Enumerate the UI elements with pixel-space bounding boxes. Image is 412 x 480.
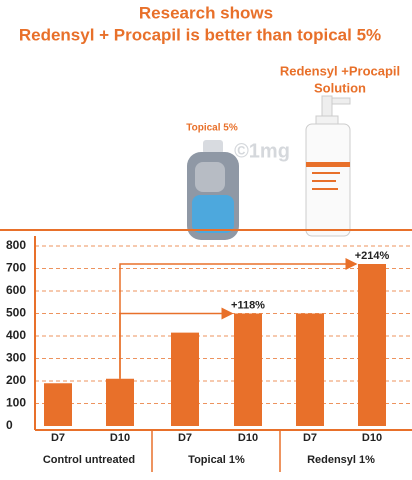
- group-label: Control untreated: [43, 454, 135, 466]
- x-tick-label: D10: [110, 432, 130, 444]
- watermark: ©1mg: [234, 140, 290, 162]
- product-label: Topical 5%: [186, 123, 238, 134]
- bar: [358, 264, 386, 426]
- bar: [44, 383, 72, 426]
- x-tick-label: D7: [303, 432, 317, 444]
- x-tick-label: D10: [238, 432, 258, 444]
- y-tick-label: 700: [6, 261, 26, 275]
- x-tick-label: D7: [178, 432, 192, 444]
- product-label: Solution: [314, 80, 366, 95]
- topical-bottle: [187, 140, 239, 240]
- redensyl-bottle: [305, 95, 351, 237]
- product-label: Redensyl +Procapil: [280, 63, 400, 78]
- chart-title: Research shows: [139, 3, 273, 22]
- y-tick-label: 400: [6, 328, 26, 342]
- y-tick-label: 800: [6, 238, 26, 252]
- chart-title: Redensyl + Procapil is better than topic…: [19, 25, 381, 44]
- y-tick-label: 0: [6, 418, 13, 432]
- group-label: Topical 1%: [188, 454, 245, 466]
- y-tick-label: 500: [6, 306, 26, 320]
- group-label: Redensyl 1%: [307, 454, 375, 466]
- comparison-arrow: [119, 258, 358, 379]
- x-tick-label: D10: [362, 432, 382, 444]
- x-tick-label: D7: [51, 432, 65, 444]
- y-tick-label: 200: [6, 373, 26, 387]
- bar: [296, 313, 324, 426]
- annotation: +118%: [231, 299, 265, 311]
- bar: [234, 313, 262, 426]
- bar: [106, 378, 134, 426]
- bar: [171, 332, 199, 426]
- y-tick-label: 100: [6, 396, 26, 410]
- y-tick-label: 600: [6, 283, 26, 297]
- y-tick-label: 300: [6, 351, 26, 365]
- annotation: +214%: [355, 250, 390, 262]
